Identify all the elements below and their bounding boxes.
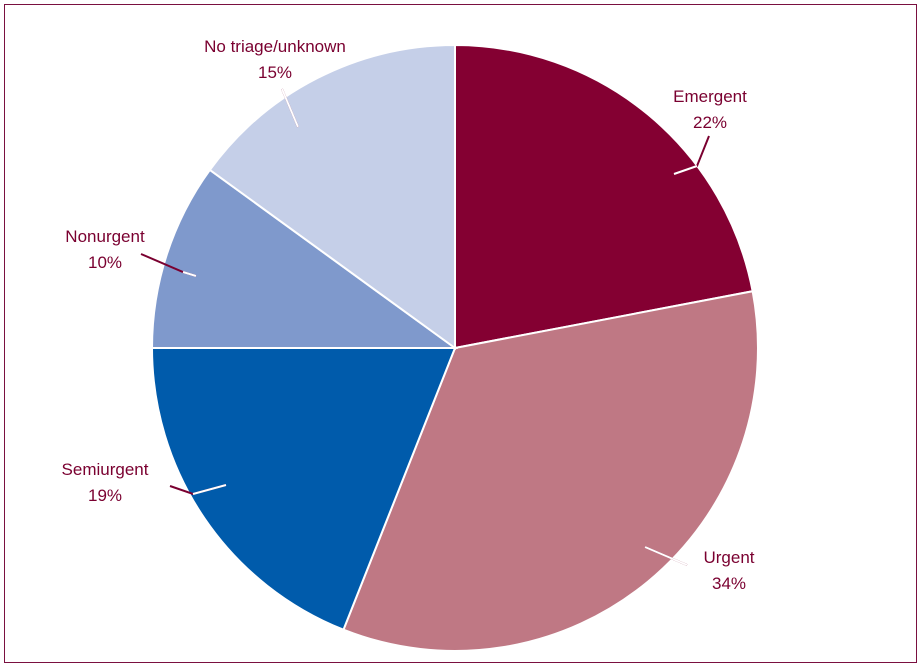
leader-tick-nonurgent [182,271,197,277]
slice-value-nonurgent: 10% [88,253,122,272]
leader-tick-semiurgent [192,484,227,495]
slice-label-emergent: Emergent [673,87,747,106]
slice-value-no-triage: 15% [258,63,292,82]
leader-tick-no-triage [281,88,299,128]
slice-label-no-triage: No triage/unknown [204,37,346,56]
pie-slices [150,43,759,652]
pie-slice-emergent [454,43,754,350]
slice-label-nonurgent: Nonurgent [65,227,145,246]
pie-slice-no-triage [208,43,456,350]
pie-slice-urgent [342,290,759,652]
slice-value-semiurgent: 19% [88,486,122,505]
pie-slice-nonurgent [150,168,459,349]
leader-tick-urgent [644,546,688,566]
slice-value-urgent: 34% [712,574,746,593]
slice-label-semiurgent: Semiurgent [62,460,149,479]
leader-tick-emergent [673,165,698,175]
slice-value-emergent: 22% [693,113,727,132]
slice-label-urgent: Urgent [703,548,754,567]
pie-slice-semiurgent [150,347,457,632]
leader-lines [140,88,710,566]
